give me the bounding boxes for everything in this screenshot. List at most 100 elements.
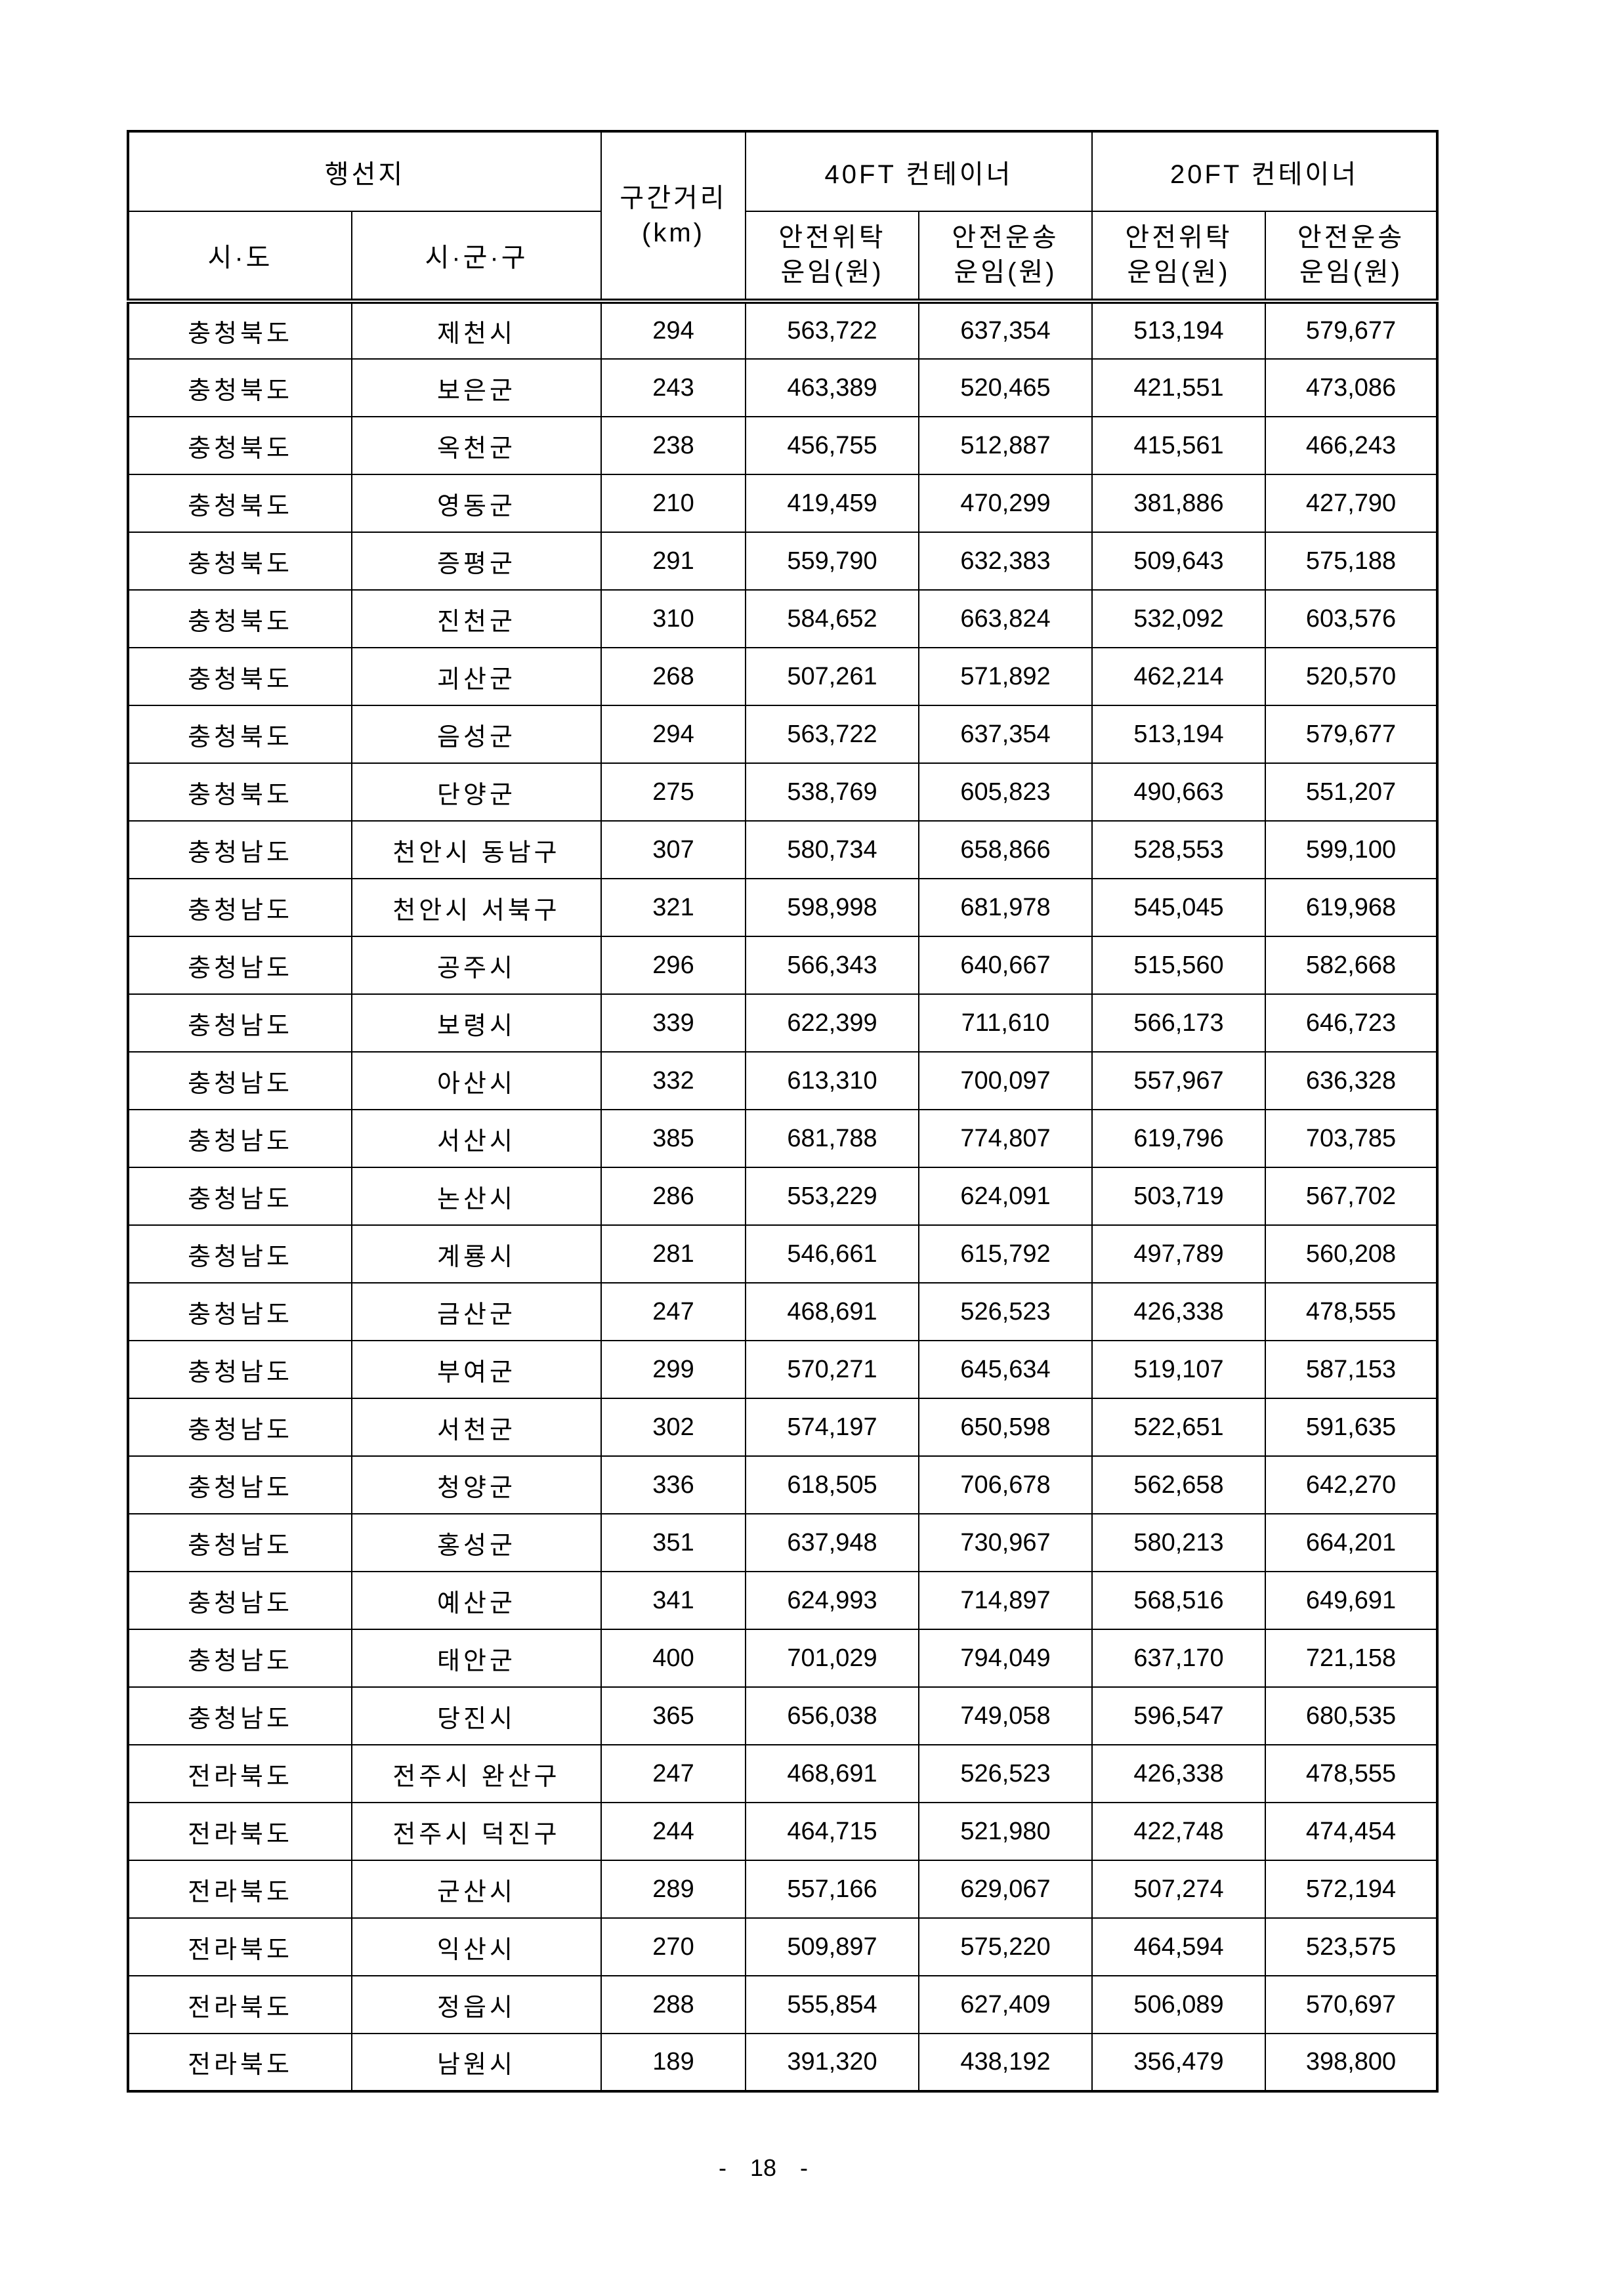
table-row: 충청남도 보령시 339 622,399 711,610 566,173 646… bbox=[127, 993, 1439, 1053]
cell-40ft-transport-fare: 470,299 bbox=[917, 474, 1093, 533]
cell-40ft-transport-fare: 615,792 bbox=[917, 1224, 1093, 1284]
cell-40ft-consign-fare: 580,734 bbox=[745, 820, 919, 879]
cell-distance-km: 294 bbox=[600, 705, 746, 764]
cell-20ft-transport-fare: 703,785 bbox=[1265, 1109, 1439, 1168]
table-row: 전라북도 남원시 189 391,320 438,192 356,479 398… bbox=[127, 2033, 1439, 2092]
cell-20ft-consign-fare: 545,045 bbox=[1091, 878, 1267, 937]
header-20ft-transport-fare: 안전운송 운임(원) bbox=[1265, 211, 1439, 304]
cell-distance-km: 341 bbox=[600, 1571, 746, 1630]
cell-20ft-consign-fare: 426,338 bbox=[1091, 1744, 1267, 1803]
cell-sido: 충청북도 bbox=[127, 705, 352, 764]
cell-sigungu: 공주시 bbox=[351, 936, 602, 995]
cell-distance-km: 302 bbox=[600, 1398, 746, 1457]
table-row: 충청북도 제천시 294 563,722 637,354 513,194 579… bbox=[127, 301, 1439, 360]
cell-40ft-consign-fare: 570,271 bbox=[745, 1340, 919, 1399]
table-row: 충청남도 홍성군 351 637,948 730,967 580,213 664… bbox=[127, 1513, 1439, 1572]
header-20ft-consign-fare: 안전위탁 운임(원) bbox=[1091, 211, 1267, 304]
cell-sigungu: 보령시 bbox=[351, 993, 602, 1053]
cell-sido: 전라북도 bbox=[127, 2033, 352, 2092]
cell-20ft-transport-fare: 427,790 bbox=[1265, 474, 1439, 533]
cell-sigungu: 계룡시 bbox=[351, 1224, 602, 1284]
table-row: 전라북도 전주시 완산구 247 468,691 526,523 426,338… bbox=[127, 1744, 1439, 1803]
cell-40ft-consign-fare: 584,652 bbox=[745, 589, 919, 648]
table-row: 충청남도 천안시 동남구 307 580,734 658,866 528,553… bbox=[127, 820, 1439, 879]
cell-distance-km: 299 bbox=[600, 1340, 746, 1399]
cell-sigungu: 논산시 bbox=[351, 1167, 602, 1226]
cell-sigungu: 청양군 bbox=[351, 1455, 602, 1514]
cell-40ft-consign-fare: 456,755 bbox=[745, 416, 919, 475]
cell-40ft-transport-fare: 650,598 bbox=[917, 1398, 1093, 1457]
header-40ft-consign-line2: 운임(원) bbox=[780, 258, 884, 287]
cell-20ft-consign-fare: 519,107 bbox=[1091, 1340, 1267, 1399]
table-row: 충청북도 옥천군 238 456,755 512,887 415,561 466… bbox=[127, 416, 1439, 475]
cell-20ft-consign-fare: 568,516 bbox=[1091, 1571, 1267, 1630]
cell-sido: 충청남도 bbox=[127, 1571, 352, 1630]
cell-20ft-transport-fare: 579,677 bbox=[1265, 301, 1439, 360]
cell-40ft-consign-fare: 574,197 bbox=[745, 1398, 919, 1457]
cell-20ft-consign-fare: 580,213 bbox=[1091, 1513, 1267, 1572]
cell-distance-km: 270 bbox=[600, 1917, 746, 1976]
table-row: 전라북도 익산시 270 509,897 575,220 464,594 523… bbox=[127, 1917, 1439, 1976]
cell-distance-km: 288 bbox=[600, 1975, 746, 2034]
cell-40ft-consign-fare: 391,320 bbox=[745, 2033, 919, 2092]
cell-20ft-transport-fare: 591,635 bbox=[1265, 1398, 1439, 1457]
header-40ft-transport-line1: 안전운송 bbox=[952, 223, 1059, 253]
cell-20ft-transport-fare: 523,575 bbox=[1265, 1917, 1439, 1976]
cell-40ft-consign-fare: 566,343 bbox=[745, 936, 919, 995]
cell-40ft-transport-fare: 624,091 bbox=[917, 1167, 1093, 1226]
cell-distance-km: 268 bbox=[600, 647, 746, 706]
cell-40ft-consign-fare: 553,229 bbox=[745, 1167, 919, 1226]
cell-distance-km: 291 bbox=[600, 532, 746, 591]
cell-sigungu: 예산군 bbox=[351, 1571, 602, 1630]
header-row-1: 행선지 구간거리 (km) 40FT 컨테이너 20FT 컨테이너 bbox=[127, 131, 1439, 304]
cell-20ft-consign-fare: 528,553 bbox=[1091, 820, 1267, 879]
cell-40ft-consign-fare: 656,038 bbox=[745, 1686, 919, 1745]
cell-20ft-consign-fare: 513,194 bbox=[1091, 301, 1267, 360]
cell-sigungu: 영동군 bbox=[351, 474, 602, 533]
cell-sido: 전라북도 bbox=[127, 1917, 352, 1976]
cell-40ft-consign-fare: 637,948 bbox=[745, 1513, 919, 1572]
cell-sido: 충청북도 bbox=[127, 416, 352, 475]
header-40ft-consign-line1: 안전위탁 bbox=[778, 223, 886, 253]
cell-20ft-transport-fare: 603,576 bbox=[1265, 589, 1439, 648]
cell-40ft-consign-fare: 559,790 bbox=[745, 532, 919, 591]
cell-20ft-transport-fare: 642,270 bbox=[1265, 1455, 1439, 1514]
cell-20ft-consign-fare: 422,748 bbox=[1091, 1802, 1267, 1861]
header-row-2: 시·도 시·군·구 안전위탁 운임(원) 안전운송 운임(원) 안전위탁 운임(… bbox=[127, 211, 1439, 304]
cell-20ft-consign-fare: 462,214 bbox=[1091, 647, 1267, 706]
cell-sigungu: 전주시 완산구 bbox=[351, 1744, 602, 1803]
cell-distance-km: 385 bbox=[600, 1109, 746, 1168]
cell-20ft-consign-fare: 532,092 bbox=[1091, 589, 1267, 648]
header-sigungu: 시·군·구 bbox=[351, 211, 602, 304]
cell-sigungu: 천안시 서북구 bbox=[351, 878, 602, 937]
cell-20ft-transport-fare: 398,800 bbox=[1265, 2033, 1439, 2092]
cell-40ft-transport-fare: 629,067 bbox=[917, 1860, 1093, 1919]
cell-sido: 전라북도 bbox=[127, 1860, 352, 1919]
cell-sigungu: 부여군 bbox=[351, 1340, 602, 1399]
cell-40ft-transport-fare: 575,220 bbox=[917, 1917, 1093, 1976]
table-row: 충청북도 진천군 310 584,652 663,824 532,092 603… bbox=[127, 589, 1439, 648]
cell-40ft-consign-fare: 622,399 bbox=[745, 993, 919, 1053]
cell-20ft-consign-fare: 596,547 bbox=[1091, 1686, 1267, 1745]
cell-40ft-transport-fare: 749,058 bbox=[917, 1686, 1093, 1745]
table-row: 충청남도 공주시 296 566,343 640,667 515,560 582… bbox=[127, 936, 1439, 995]
cell-sido: 충청남도 bbox=[127, 1629, 352, 1688]
cell-sido: 충청남도 bbox=[127, 1686, 352, 1745]
cell-distance-km: 351 bbox=[600, 1513, 746, 1572]
cell-sigungu: 괴산군 bbox=[351, 647, 602, 706]
cell-sigungu: 정읍시 bbox=[351, 1975, 602, 2034]
cell-sigungu: 제천시 bbox=[351, 301, 602, 360]
cell-distance-km: 339 bbox=[600, 993, 746, 1053]
cell-40ft-transport-fare: 526,523 bbox=[917, 1744, 1093, 1803]
cell-40ft-transport-fare: 605,823 bbox=[917, 762, 1093, 822]
cell-20ft-transport-fare: 478,555 bbox=[1265, 1282, 1439, 1341]
cell-40ft-transport-fare: 714,897 bbox=[917, 1571, 1093, 1630]
cell-40ft-transport-fare: 645,634 bbox=[917, 1340, 1093, 1399]
cell-distance-km: 365 bbox=[600, 1686, 746, 1745]
cell-20ft-consign-fare: 507,274 bbox=[1091, 1860, 1267, 1919]
cell-distance-km: 321 bbox=[600, 878, 746, 937]
cell-20ft-consign-fare: 515,560 bbox=[1091, 936, 1267, 995]
cell-sido: 충청남도 bbox=[127, 1109, 352, 1168]
cell-sigungu: 옥천군 bbox=[351, 416, 602, 475]
table-row: 충청남도 서산시 385 681,788 774,807 619,796 703… bbox=[127, 1109, 1439, 1168]
